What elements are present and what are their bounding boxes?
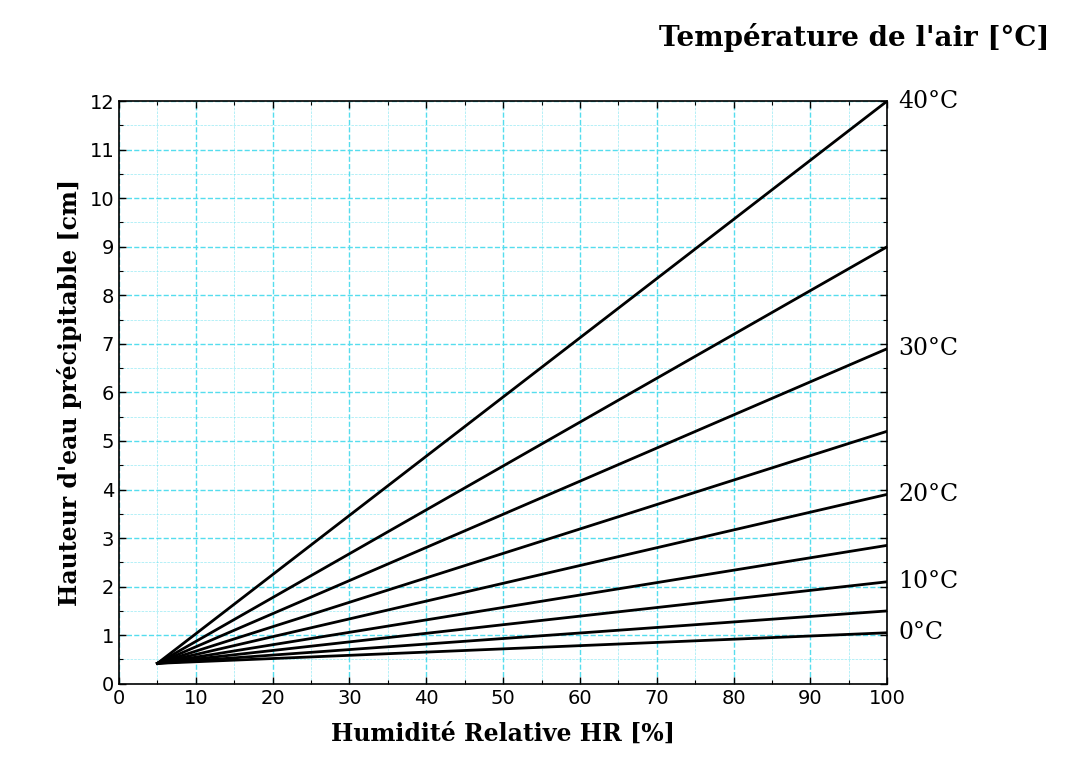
Text: Température de l'air [°C]: Température de l'air [°C] [659, 23, 1050, 52]
Y-axis label: Hauteur d'eau précipitable [cm]: Hauteur d'eau précipitable [cm] [57, 179, 82, 606]
Text: 0°C: 0°C [898, 622, 944, 644]
Text: 40°C: 40°C [898, 89, 959, 113]
Text: 30°C: 30°C [898, 337, 959, 361]
Text: 10°C: 10°C [898, 570, 959, 594]
Text: 20°C: 20°C [898, 483, 959, 506]
X-axis label: Humidité Relative HR [%]: Humidité Relative HR [%] [331, 722, 675, 745]
